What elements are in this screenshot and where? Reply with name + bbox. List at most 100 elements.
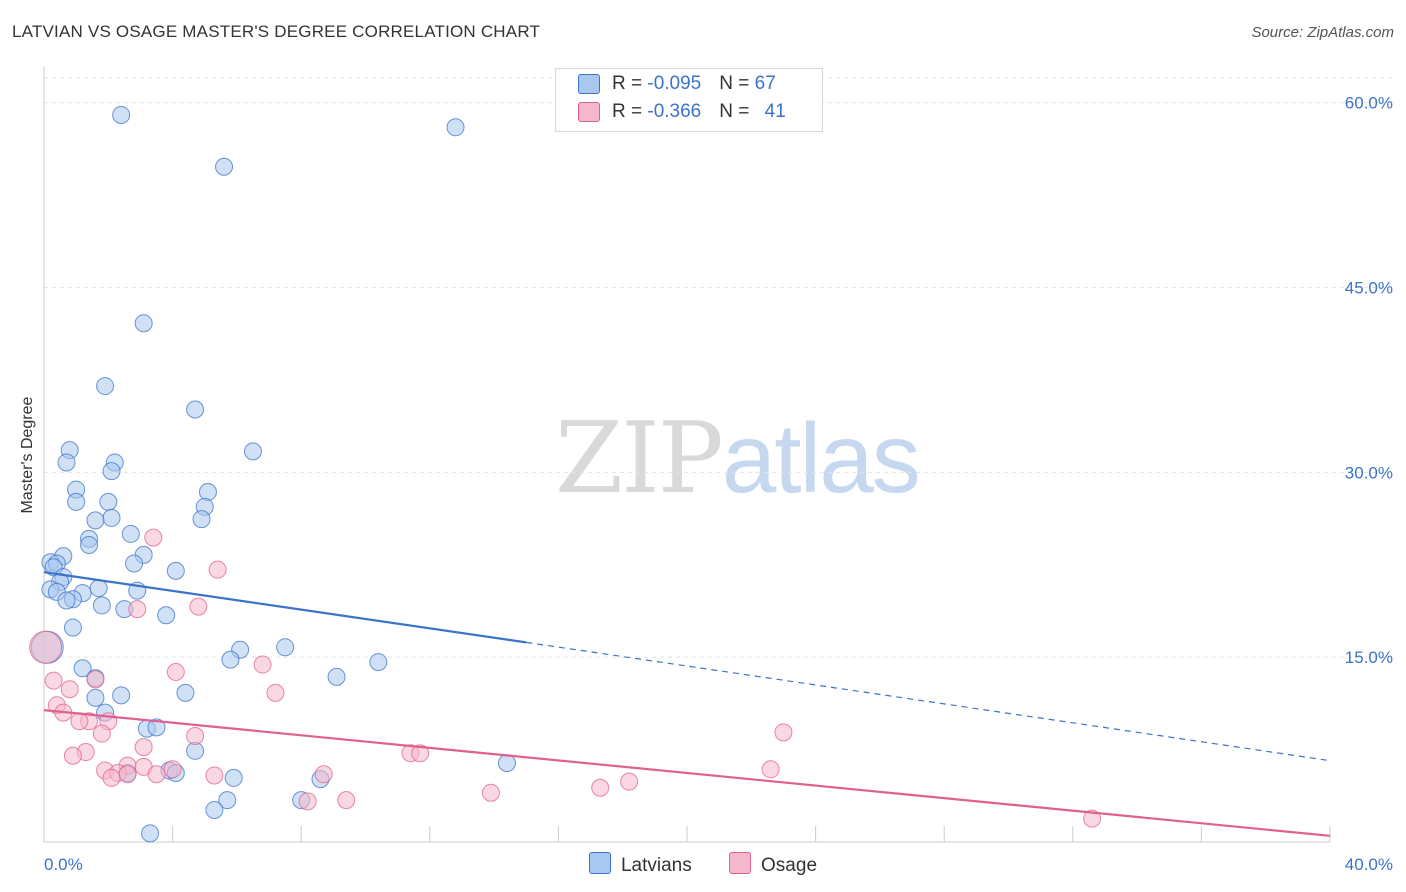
legend-label-latvians: Latvians	[620, 855, 692, 876]
point-latvians	[89, 579, 108, 598]
point-latvians	[125, 554, 144, 573]
point-osage	[60, 680, 79, 699]
point-latvians	[157, 606, 176, 625]
point-latvians	[57, 453, 76, 472]
point-latvians	[67, 492, 86, 511]
point-latvians	[121, 524, 140, 543]
legend-swatch-osage	[729, 852, 752, 874]
point-osage	[337, 791, 356, 810]
point-latvians	[276, 638, 295, 657]
legend-r-value: -0.095	[647, 73, 702, 94]
x-tick-label: 40.0%	[1345, 855, 1393, 874]
watermark-zip: ZIP	[555, 402, 724, 516]
point-latvians	[218, 791, 237, 810]
legend-item-osage[interactable]: Osage	[729, 852, 817, 877]
point-latvians	[102, 508, 121, 527]
trend-line-osage	[43, 709, 1331, 837]
gridlines	[44, 77, 1392, 658]
point-osage	[314, 765, 333, 784]
legend-row-osage: R = -0.366 N = 41	[578, 101, 786, 131]
point-latvians	[243, 442, 262, 461]
point-latvians	[369, 653, 388, 672]
point-osage	[134, 738, 153, 757]
point-osage	[44, 671, 63, 690]
axes	[43, 66, 1331, 843]
chart-title: LATVIAN VS OSAGE MASTER'S DEGREE CORRELA…	[12, 22, 541, 41]
point-osage	[166, 662, 185, 681]
point-latvians	[73, 659, 92, 678]
point-latvians	[102, 462, 121, 481]
y-tick-label: 15.0%	[1345, 648, 1393, 667]
point-latvians	[112, 686, 131, 705]
point-latvians	[215, 157, 234, 176]
tick-labels: 15.0% 30.0% 45.0% 60.0% 0.0% 40.0%	[44, 94, 1393, 874]
point-latvians	[57, 591, 76, 610]
point-osage	[208, 560, 227, 579]
stats-legend: R = -0.095 N = 67 R = -0.366 N = 41	[555, 68, 823, 132]
point-osage	[298, 792, 317, 811]
point-osage	[761, 760, 780, 779]
point-osage	[266, 683, 285, 702]
point-osage	[63, 746, 82, 765]
point-latvians	[446, 118, 465, 137]
point-latvians	[186, 400, 205, 419]
point-latvians	[63, 618, 82, 637]
series-latvians	[30, 105, 516, 843]
point-osage	[1083, 809, 1102, 828]
point-osage	[163, 760, 182, 779]
point-latvians	[176, 683, 195, 702]
point-latvians	[198, 483, 217, 502]
point-latvians	[92, 596, 111, 615]
point-osage	[86, 670, 105, 689]
point-osage	[128, 600, 147, 619]
legend-r-value: -0.366	[647, 101, 702, 122]
point-latvians	[224, 768, 243, 787]
point-osage	[186, 727, 205, 746]
point-osage	[147, 765, 166, 784]
point-osage	[411, 744, 430, 763]
point-latvians	[99, 492, 118, 511]
watermark: ZIPatlas	[555, 402, 921, 516]
watermark-atlas: atlas	[721, 403, 921, 513]
point-osage	[481, 783, 500, 802]
trend-line-latvians	[43, 571, 527, 644]
legend-n-label: N =	[719, 101, 755, 122]
point-osage	[29, 630, 63, 664]
y-tick-label: 45.0%	[1345, 278, 1393, 297]
point-osage	[189, 597, 208, 616]
point-osage	[144, 528, 163, 547]
point-latvians	[86, 511, 105, 530]
legend-n-value: 41	[764, 101, 786, 122]
legend-label-osage: Osage	[761, 855, 818, 876]
point-latvians	[147, 718, 166, 737]
point-latvians	[327, 667, 346, 686]
legend-r-label: R =	[612, 101, 648, 122]
point-osage	[620, 772, 639, 791]
point-latvians	[86, 688, 105, 707]
point-latvians	[192, 510, 211, 529]
point-osage	[205, 766, 224, 785]
point-osage	[92, 724, 111, 743]
legend-n-value: 67	[754, 73, 776, 94]
point-latvians	[96, 377, 115, 396]
point-osage	[774, 723, 793, 742]
point-latvians	[221, 650, 240, 669]
source-label: Source: ZipAtlas.com	[1251, 24, 1394, 41]
point-latvians	[166, 561, 185, 580]
trend-lines	[43, 571, 1331, 837]
series-legend: Latvians Osage	[0, 852, 1406, 877]
y-tick-label: 30.0%	[1345, 463, 1393, 482]
point-latvians	[80, 536, 99, 555]
point-osage	[118, 765, 137, 784]
x-tick-label: 0.0%	[44, 855, 83, 874]
legend-swatch-latvians	[588, 852, 611, 874]
legend-n-label: N =	[719, 73, 755, 94]
point-osage	[102, 768, 121, 787]
point-latvians	[205, 800, 224, 819]
legend-item-latvians[interactable]: Latvians	[588, 852, 692, 877]
legend-r-label: R =	[612, 73, 648, 94]
point-osage	[253, 655, 272, 674]
legend-swatch-latvians	[578, 73, 600, 94]
y-tick-label: 60.0%	[1345, 94, 1393, 113]
